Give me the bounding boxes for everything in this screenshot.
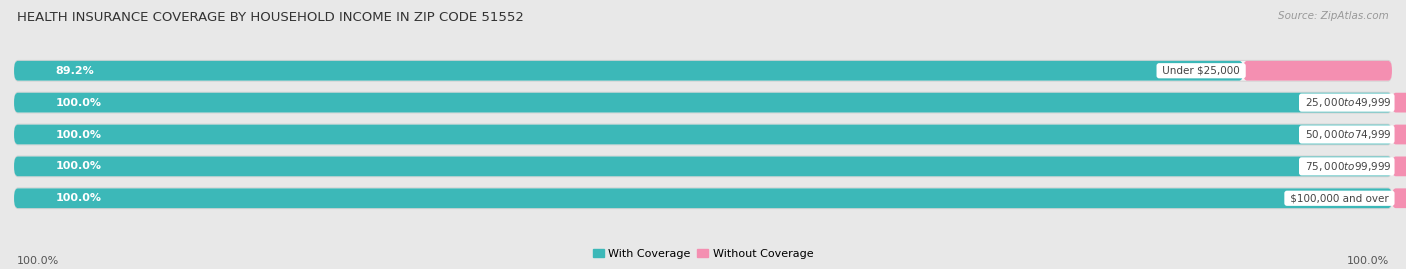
FancyBboxPatch shape — [14, 187, 1392, 209]
Legend: With Coverage, Without Coverage: With Coverage, Without Coverage — [588, 244, 818, 263]
FancyBboxPatch shape — [14, 188, 1392, 208]
Text: HEALTH INSURANCE COVERAGE BY HOUSEHOLD INCOME IN ZIP CODE 51552: HEALTH INSURANCE COVERAGE BY HOUSEHOLD I… — [17, 11, 524, 24]
Text: Source: ZipAtlas.com: Source: ZipAtlas.com — [1278, 11, 1389, 21]
FancyBboxPatch shape — [1392, 93, 1406, 112]
Text: 89.2%: 89.2% — [55, 66, 94, 76]
Text: 100.0%: 100.0% — [55, 193, 101, 203]
Text: 100.0%: 100.0% — [55, 98, 101, 108]
FancyBboxPatch shape — [14, 60, 1392, 82]
FancyBboxPatch shape — [14, 61, 1392, 81]
Text: 100.0%: 100.0% — [55, 129, 101, 140]
FancyBboxPatch shape — [1392, 125, 1406, 144]
FancyBboxPatch shape — [14, 61, 1243, 81]
Text: Under $25,000: Under $25,000 — [1159, 66, 1243, 76]
FancyBboxPatch shape — [14, 157, 1392, 176]
FancyBboxPatch shape — [14, 157, 1392, 176]
FancyBboxPatch shape — [14, 125, 1392, 144]
FancyBboxPatch shape — [14, 124, 1392, 145]
FancyBboxPatch shape — [14, 92, 1392, 114]
Text: $50,000 to $74,999: $50,000 to $74,999 — [1302, 128, 1392, 141]
Text: $75,000 to $99,999: $75,000 to $99,999 — [1302, 160, 1392, 173]
FancyBboxPatch shape — [14, 188, 1392, 208]
FancyBboxPatch shape — [1392, 188, 1406, 208]
FancyBboxPatch shape — [1243, 61, 1392, 81]
Text: 100.0%: 100.0% — [55, 161, 101, 171]
FancyBboxPatch shape — [1392, 157, 1406, 176]
Text: 100.0%: 100.0% — [17, 256, 59, 266]
FancyBboxPatch shape — [14, 125, 1392, 144]
Text: $100,000 and over: $100,000 and over — [1286, 193, 1392, 203]
Text: 100.0%: 100.0% — [1347, 256, 1389, 266]
FancyBboxPatch shape — [14, 155, 1392, 177]
Text: $25,000 to $49,999: $25,000 to $49,999 — [1302, 96, 1392, 109]
FancyBboxPatch shape — [14, 93, 1392, 112]
FancyBboxPatch shape — [14, 93, 1392, 112]
